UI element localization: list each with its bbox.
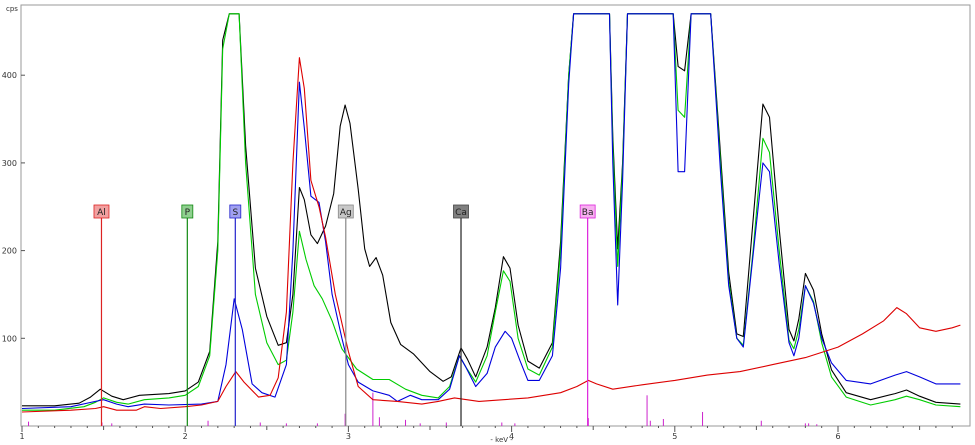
spectrum-line-2: [22, 13, 961, 411]
x-axis-unit-label: - keV -: [490, 436, 513, 444]
x-tick-label: 6: [835, 432, 840, 441]
spectra-group: [21, 13, 961, 413]
element-marker-box-p[interactable]: [181, 204, 194, 219]
element-marker-label-p: P: [185, 208, 191, 218]
y-axis-unit-label: cps: [6, 5, 18, 13]
y-tick-label: 400: [2, 71, 17, 80]
spectrum-line-4: [21, 57, 961, 413]
x-tick-label: 5: [672, 432, 677, 441]
element-marker-box-ca[interactable]: [453, 204, 469, 219]
element-marker-label-ag: Ag: [340, 208, 352, 218]
element-marker-box-s[interactable]: [229, 204, 242, 219]
x-tick-label: 2: [183, 432, 188, 441]
x-tick-label: 3: [346, 432, 351, 441]
element-marker-box-ba[interactable]: [579, 204, 596, 219]
element-marker-label-ca: Ca: [455, 208, 467, 218]
element-marker-box-ag[interactable]: [337, 204, 354, 219]
y-tick-label: 100: [2, 334, 17, 343]
x-tick-label: 1: [19, 432, 24, 441]
element-marker-label-s: S: [232, 208, 238, 218]
element-marker-label-al: Al: [97, 208, 106, 218]
x-tick-label: 4: [509, 432, 514, 441]
element-marker-box-al[interactable]: [93, 204, 110, 219]
element-marker-label-ba: Ba: [582, 208, 594, 218]
y-tick-label: 200: [2, 247, 17, 256]
spectrum-line-3: [21, 13, 961, 410]
y-tick-label: 300: [2, 159, 17, 168]
